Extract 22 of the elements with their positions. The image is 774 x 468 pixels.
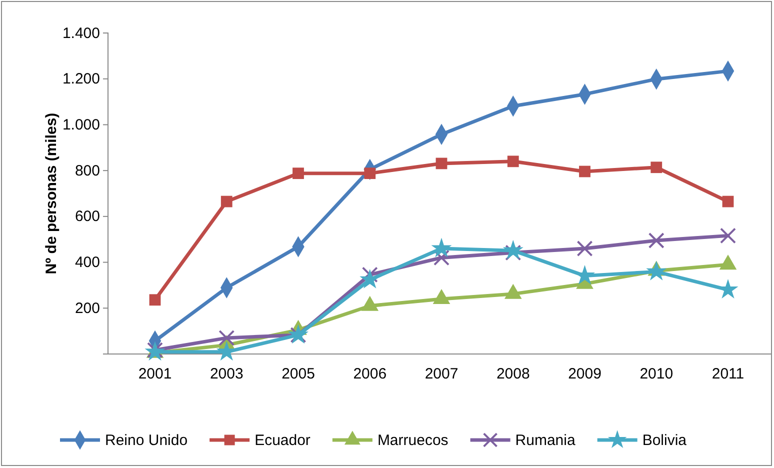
x-tick-label: 2006 [353,366,387,383]
legend-label: Bolivia [642,432,688,449]
y-tick-label: 600 [74,208,100,226]
legend-label: Ecuador [254,432,310,449]
x-tick-label: 2003 [210,366,244,383]
y-tick-label: 400 [74,254,100,272]
y-tick-label: 1.200 [62,70,100,88]
legend-label: Marruecos [377,432,448,449]
x-tick-label: 2010 [640,366,674,383]
y-tick-label: 1.400 [62,24,100,42]
x-tick-label: 2007 [424,366,458,383]
x-tick-label: 2009 [568,366,602,383]
legend-label: Reino Unido [105,432,188,449]
x-tick-label: 2005 [282,366,315,383]
x-tick-label: 2011 [712,366,744,383]
y-tick-label: 1.000 [62,116,100,134]
y-axis-title: Nº de personas (miles) [43,112,60,274]
y-tick-label: 200 [74,300,100,317]
y-tick-label: 800 [74,162,100,180]
legend-label: Rumania [515,432,576,449]
x-tick-label: 2001 [138,366,172,383]
x-tick-label: 2008 [496,366,530,383]
